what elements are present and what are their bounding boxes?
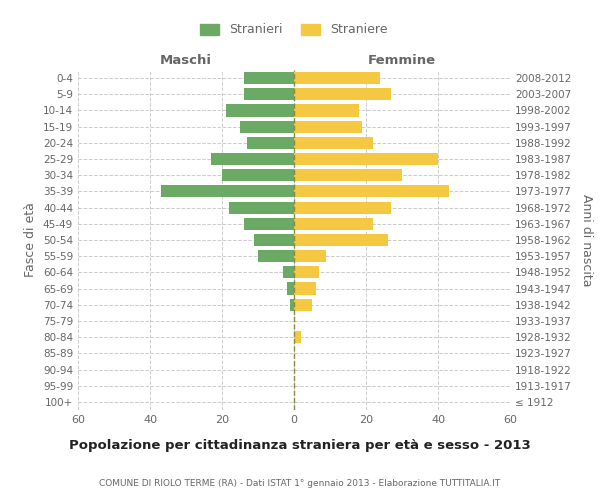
Legend: Stranieri, Straniere: Stranieri, Straniere [196, 18, 392, 42]
Bar [240, 120, 294, 132]
Bar [229, 202, 294, 213]
Bar [161, 186, 294, 198]
Y-axis label: Anni di nascita: Anni di nascita [580, 194, 593, 286]
Text: COMUNE DI RIOLO TERME (RA) - Dati ISTAT 1° gennaio 2013 - Elaborazione TUTTITALI: COMUNE DI RIOLO TERME (RA) - Dati ISTAT … [100, 478, 500, 488]
Bar [226, 104, 294, 117]
Bar [244, 88, 294, 101]
Bar [244, 218, 294, 230]
Bar [294, 137, 373, 149]
Bar [294, 153, 438, 165]
Bar [294, 120, 362, 132]
Bar [294, 282, 316, 294]
Bar [258, 250, 294, 262]
Bar [290, 298, 294, 311]
Bar [294, 186, 449, 198]
Bar [247, 137, 294, 149]
Bar [287, 282, 294, 294]
Bar [294, 72, 380, 84]
Text: Femmine: Femmine [368, 54, 436, 67]
Text: Maschi: Maschi [160, 54, 212, 67]
Bar [254, 234, 294, 246]
Bar [294, 202, 391, 213]
Bar [294, 250, 326, 262]
Bar [222, 169, 294, 181]
Bar [294, 88, 391, 101]
Bar [294, 169, 402, 181]
Bar [294, 218, 373, 230]
Bar [211, 153, 294, 165]
Bar [294, 298, 312, 311]
Bar [294, 331, 301, 343]
Bar [294, 104, 359, 117]
Bar [294, 234, 388, 246]
Text: Popolazione per cittadinanza straniera per età e sesso - 2013: Popolazione per cittadinanza straniera p… [69, 440, 531, 452]
Bar [244, 72, 294, 84]
Y-axis label: Fasce di età: Fasce di età [25, 202, 37, 278]
Bar [283, 266, 294, 278]
Bar [294, 266, 319, 278]
